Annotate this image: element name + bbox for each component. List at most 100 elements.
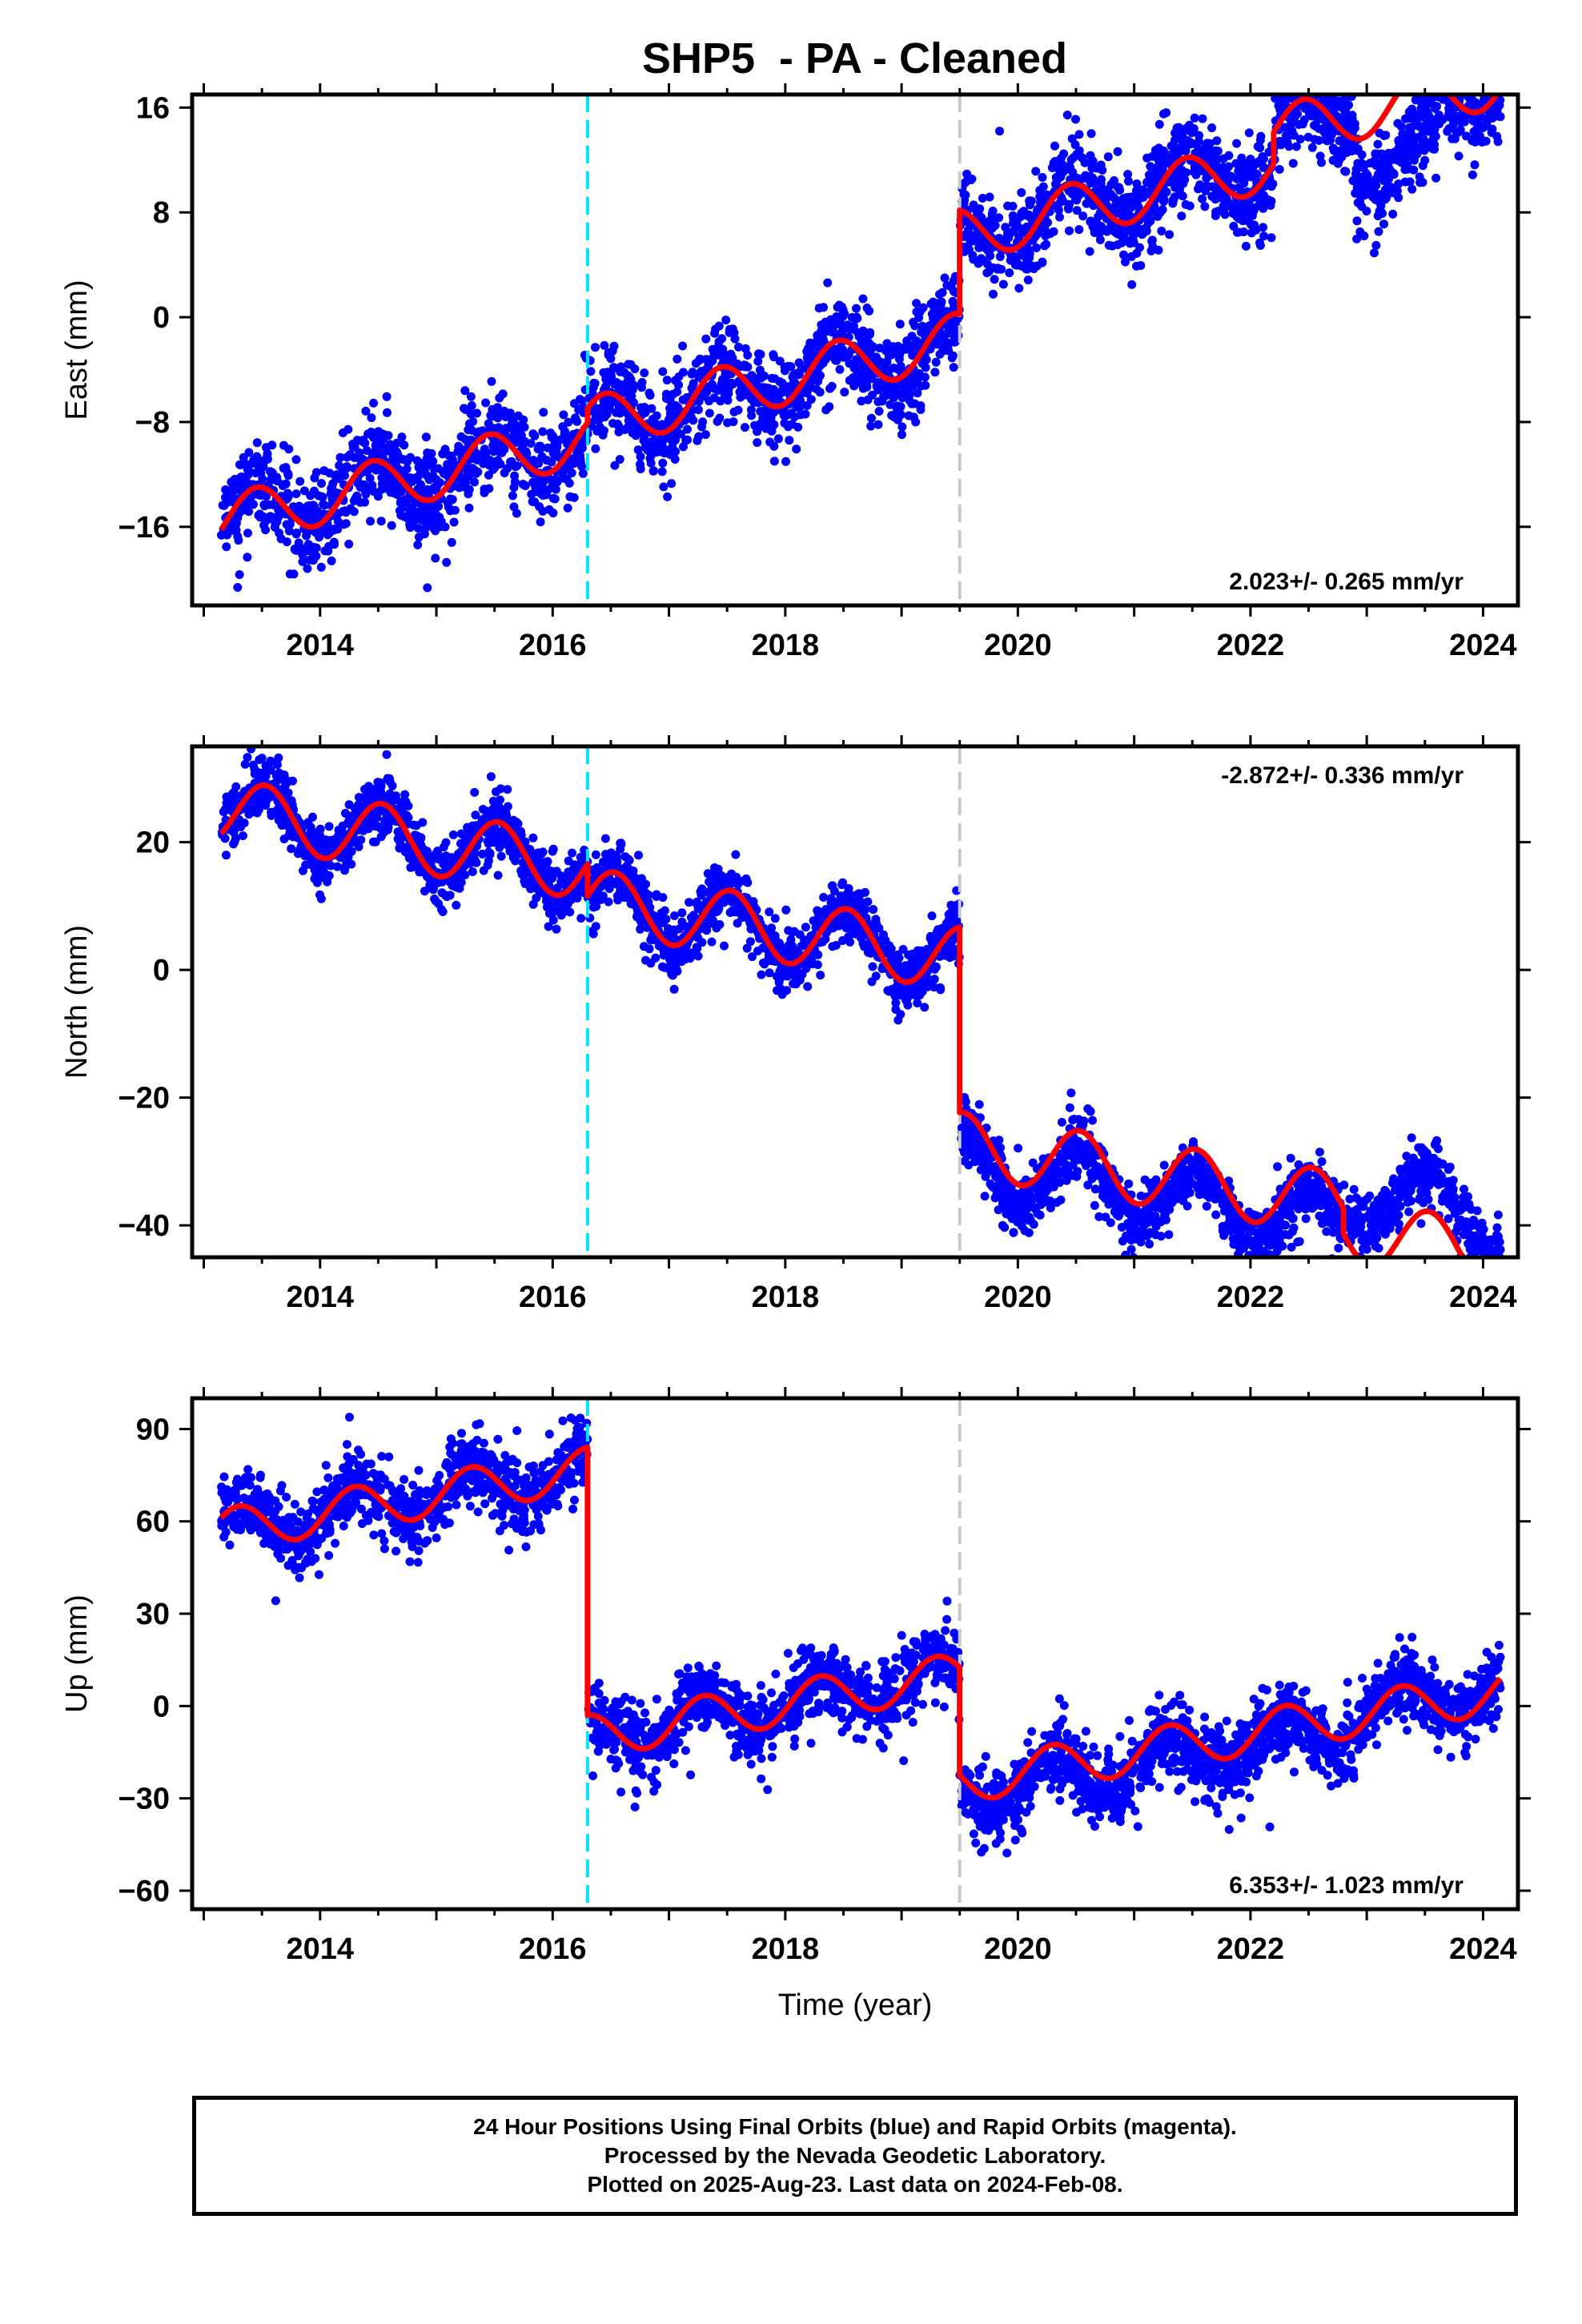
data-point <box>982 268 992 278</box>
data-point <box>1065 226 1074 235</box>
data-point <box>508 491 517 501</box>
data-point <box>1131 194 1141 203</box>
data-point <box>406 452 416 462</box>
data-point <box>1074 190 1083 199</box>
data-point <box>327 556 336 565</box>
data-point <box>1114 228 1124 238</box>
data-point <box>665 450 675 460</box>
data-point <box>1170 147 1179 155</box>
data-point <box>1414 109 1423 119</box>
data-point <box>1223 170 1232 179</box>
data-point <box>636 452 645 461</box>
data-point <box>306 505 315 514</box>
data-point <box>423 448 432 457</box>
data-point <box>802 400 812 410</box>
data-point <box>1303 132 1313 142</box>
data-point <box>1155 208 1165 218</box>
data-point <box>319 500 328 509</box>
data-point <box>362 467 371 476</box>
data-point <box>912 370 921 380</box>
data-point <box>865 371 874 380</box>
data-point <box>723 351 733 360</box>
data-point <box>628 428 637 438</box>
data-point <box>1090 228 1099 237</box>
y-tick-label: −16 <box>118 511 170 545</box>
data-point <box>442 557 452 567</box>
x-tick-label: 2014 <box>287 629 355 662</box>
data-point <box>838 312 848 321</box>
data-point <box>235 460 244 469</box>
data-point <box>377 473 387 483</box>
data-point <box>910 399 920 408</box>
data-point <box>944 346 954 356</box>
data-point <box>651 419 661 428</box>
data-point <box>1259 191 1269 200</box>
data-point <box>1288 159 1298 168</box>
data-point <box>1051 173 1061 182</box>
data-point <box>1315 82 1323 91</box>
data-point <box>534 459 544 468</box>
data-point <box>444 502 453 512</box>
data-point <box>1484 82 1493 91</box>
data-point <box>637 383 646 392</box>
data-point <box>1065 164 1074 174</box>
data-point <box>1086 129 1096 139</box>
data-point <box>1461 131 1471 141</box>
x-tick-label: 2022 <box>1217 629 1285 662</box>
data-point <box>1371 240 1381 250</box>
data-point <box>640 368 649 378</box>
data-point <box>276 534 286 544</box>
data-point <box>1239 227 1248 236</box>
plot-area <box>217 82 1505 605</box>
data-point <box>621 387 631 396</box>
data-point <box>413 524 423 533</box>
data-point <box>1025 249 1034 259</box>
data-point <box>894 354 904 364</box>
data-point <box>629 398 638 408</box>
data-points <box>217 82 1505 593</box>
data-point <box>1421 122 1431 131</box>
data-point <box>633 445 643 455</box>
data-point <box>509 420 519 429</box>
data-point <box>346 504 355 513</box>
data-point <box>1340 138 1350 147</box>
data-point <box>363 429 373 439</box>
data-point <box>264 500 274 509</box>
data-point <box>885 400 895 409</box>
data-point <box>963 174 973 183</box>
data-point <box>1116 199 1126 209</box>
data-point <box>323 522 333 532</box>
data-point <box>759 409 769 419</box>
data-point <box>1014 260 1024 270</box>
data-point <box>1207 191 1217 201</box>
data-point <box>252 438 262 448</box>
data-point <box>1458 83 1467 92</box>
y-tick-label: −8 <box>135 406 170 440</box>
data-point <box>1301 1214 1311 1224</box>
data-point <box>1113 147 1122 156</box>
data-point <box>1418 161 1427 171</box>
data-point <box>931 357 941 367</box>
data-point <box>658 458 668 468</box>
data-point <box>1315 124 1324 134</box>
data-point <box>421 432 431 442</box>
data-point <box>538 427 548 436</box>
data-point <box>895 320 905 329</box>
data-point <box>263 449 272 458</box>
data-point <box>1383 159 1393 167</box>
data-point <box>601 382 610 392</box>
data-point <box>741 423 749 432</box>
data-point <box>330 540 339 549</box>
data-point <box>734 342 743 352</box>
data-point <box>436 521 446 531</box>
data-point <box>311 468 321 477</box>
data-point <box>674 372 684 381</box>
data-point <box>1408 132 1418 142</box>
data-point <box>266 467 275 476</box>
data-point <box>723 370 733 380</box>
data-point <box>1126 239 1134 248</box>
data-point <box>624 360 633 369</box>
data-point <box>237 472 247 481</box>
data-point <box>1287 126 1297 135</box>
